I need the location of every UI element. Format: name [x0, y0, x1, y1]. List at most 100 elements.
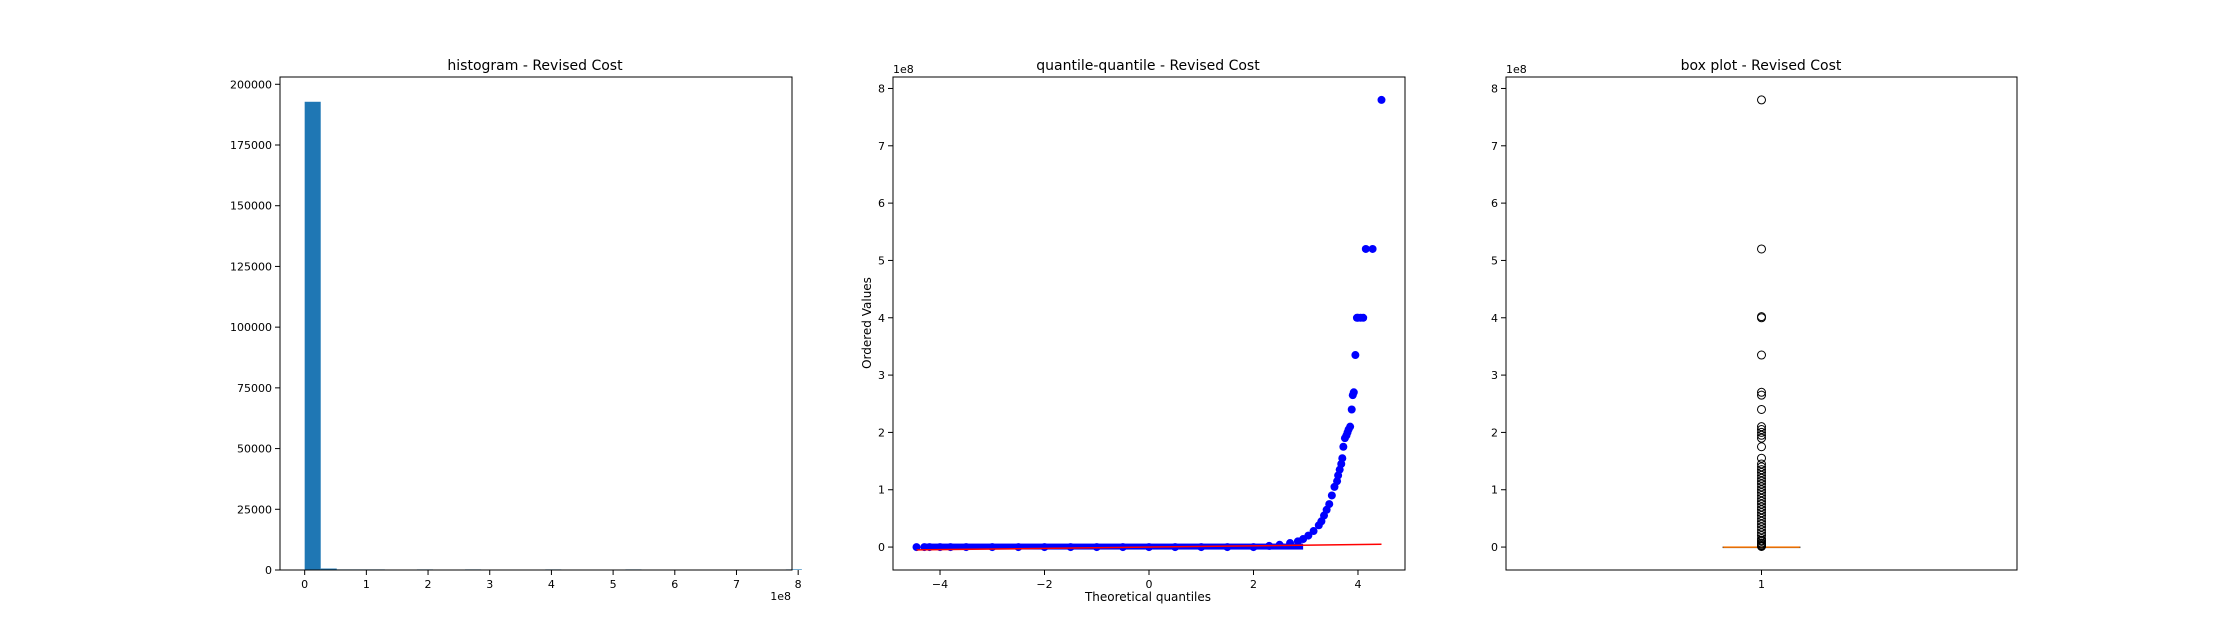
- qq-points: [912, 95, 1386, 552]
- qq-point: [1040, 543, 1049, 552]
- boxplot-outlier: [1757, 387, 1766, 397]
- boxplot-outlier: [1757, 499, 1766, 509]
- histogram-x-tick-label: 4: [548, 578, 555, 591]
- histogram-y-tick-label: 100000: [230, 321, 272, 334]
- boxplot-outlier: [1757, 462, 1766, 472]
- qq-point: [1359, 313, 1368, 322]
- qq-y-tick-label: 6: [878, 197, 885, 210]
- histogram-x-axis: 0 1 2 3 4 5 6 7 8: [301, 570, 802, 591]
- boxplot-outlier: [1757, 528, 1766, 538]
- boxplot-outlier: [1757, 519, 1766, 529]
- histogram-y-tick-label: 175000: [230, 139, 272, 152]
- boxplot-panel: box plot - Revised Cost 1 0 1 2 3 4 5 6 7 8 1e8: [1491, 58, 2018, 591]
- histogram-x-multiplier: 1e8: [770, 590, 791, 603]
- boxplot-y-tick-label: 7: [1491, 140, 1498, 153]
- boxplot-y-multiplier: 1e8: [1506, 63, 1527, 76]
- boxplot-x-tick-label: 1: [1758, 578, 1765, 591]
- boxplot-outlier: [1757, 479, 1766, 489]
- qq-x-tick-label: 2: [1250, 578, 1257, 591]
- boxplot-y-tick-label: 0: [1491, 541, 1498, 554]
- qq-x-tick-label: 4: [1354, 578, 1361, 591]
- histogram-panel: histogram - Revised Cost 0 1 2 3 4 5 6 7 8 0 2500…: [230, 58, 802, 603]
- boxplot-outlier: [1757, 508, 1766, 518]
- histogram-bar: [785, 569, 802, 570]
- boxplot-outlier: [1757, 422, 1766, 432]
- boxplot-outlier: [1757, 485, 1766, 495]
- qq-x-axis-label: Theoretical quantiles: [1084, 590, 1211, 604]
- qq-point: [1377, 95, 1386, 104]
- boxplot-outlier: [1757, 496, 1766, 506]
- boxplot-outlier: [1757, 390, 1766, 400]
- boxplot-y-tick-label: 1: [1491, 484, 1498, 497]
- qq-point: [1304, 531, 1313, 540]
- boxplot-outlier: [1757, 95, 1766, 105]
- qq-y-multiplier: 1e8: [893, 63, 914, 76]
- histogram-y-tick-label: 75000: [237, 382, 272, 395]
- boxplot-outlier: [1757, 468, 1766, 478]
- qq-point: [1325, 500, 1334, 509]
- qq-title: quantile-quantile - Revised Cost: [1036, 58, 1260, 74]
- qq-y-tick-label: 7: [878, 140, 885, 153]
- boxplot-title: box plot - Revised Cost: [1681, 58, 1842, 74]
- boxplot-outlier: [1757, 482, 1766, 492]
- boxplot-outlier: [1757, 425, 1766, 435]
- qq-y-tick-label: 2: [878, 426, 885, 439]
- histogram-x-tick-label: 2: [425, 578, 432, 591]
- histogram-x-tick-label: 7: [733, 578, 740, 591]
- qq-x-tick-label: 0: [1146, 578, 1153, 591]
- boxplot-outlier: [1757, 502, 1766, 512]
- boxplot-outlier: [1757, 430, 1766, 440]
- boxplot-y-axis: 0 1 2 3 4 5 6 7 8: [1491, 82, 1506, 554]
- boxplot-outlier: [1757, 493, 1766, 503]
- boxplot-outlier: [1757, 312, 1766, 322]
- qq-point: [1368, 244, 1377, 253]
- qq-y-tick-label: 1: [878, 484, 885, 497]
- histogram-x-tick-label: 3: [486, 578, 493, 591]
- boxplot-outlier: [1757, 476, 1766, 486]
- histogram-y-tick-label: 0: [265, 564, 272, 577]
- qq-point: [1327, 491, 1336, 500]
- boxplot-y-tick-label: 8: [1491, 82, 1498, 95]
- qq-x-tick-label: −4: [932, 578, 948, 591]
- boxplot-y-tick-label: 4: [1491, 312, 1498, 325]
- histogram-x-tick-label: 5: [610, 578, 617, 591]
- boxplot-y-tick-label: 2: [1491, 426, 1498, 439]
- qq-point: [1309, 527, 1318, 536]
- boxplot-x-axis: 1: [1758, 570, 1765, 591]
- qq-y-tick-label: 5: [878, 254, 885, 267]
- boxplot-outlier: [1757, 490, 1766, 500]
- qq-point: [988, 543, 997, 552]
- boxplot-outlier: [1757, 350, 1766, 360]
- qq-point: [1338, 454, 1347, 463]
- boxplot-outlier: [1757, 511, 1766, 521]
- boxplot-outlier: [1757, 459, 1766, 469]
- boxplot-outlier: [1757, 473, 1766, 483]
- qq-point: [1351, 351, 1360, 360]
- boxplot-outlier: [1757, 531, 1766, 541]
- boxplot-outlier: [1757, 465, 1766, 475]
- boxplot-marks: [1722, 95, 1801, 551]
- histogram-y-tick-label: 125000: [230, 260, 272, 273]
- histogram-x-tick-label: 1: [363, 578, 370, 591]
- histogram-x-tick-label: 6: [671, 578, 678, 591]
- qq-x-axis: −4 −2 0 2 4: [932, 570, 1361, 591]
- histogram-y-axis: 0 25000 50000 75000 100000 125000 150000 175000…: [230, 78, 280, 577]
- boxplot-outlier: [1757, 505, 1766, 515]
- histogram-y-tick-label: 50000: [237, 443, 272, 456]
- histogram-y-tick-label: 200000: [230, 78, 272, 91]
- qq-point: [1349, 388, 1358, 397]
- qq-point: [1249, 543, 1258, 552]
- boxplot-outlier: [1757, 442, 1766, 452]
- qq-y-tick-label: 3: [878, 369, 885, 382]
- qq-fit-line: [916, 543, 1382, 551]
- boxplot-y-tick-label: 5: [1491, 254, 1498, 267]
- qq-point: [1347, 405, 1356, 414]
- boxplot-outlier: [1757, 516, 1766, 526]
- boxplot-outlier: [1757, 488, 1766, 498]
- qq-y-tick-label: 4: [878, 312, 885, 325]
- qq-point-band: [924, 543, 1304, 550]
- qq-point: [1361, 244, 1370, 253]
- qq-point: [1339, 442, 1348, 451]
- histogram-x-tick-label: 0: [301, 578, 308, 591]
